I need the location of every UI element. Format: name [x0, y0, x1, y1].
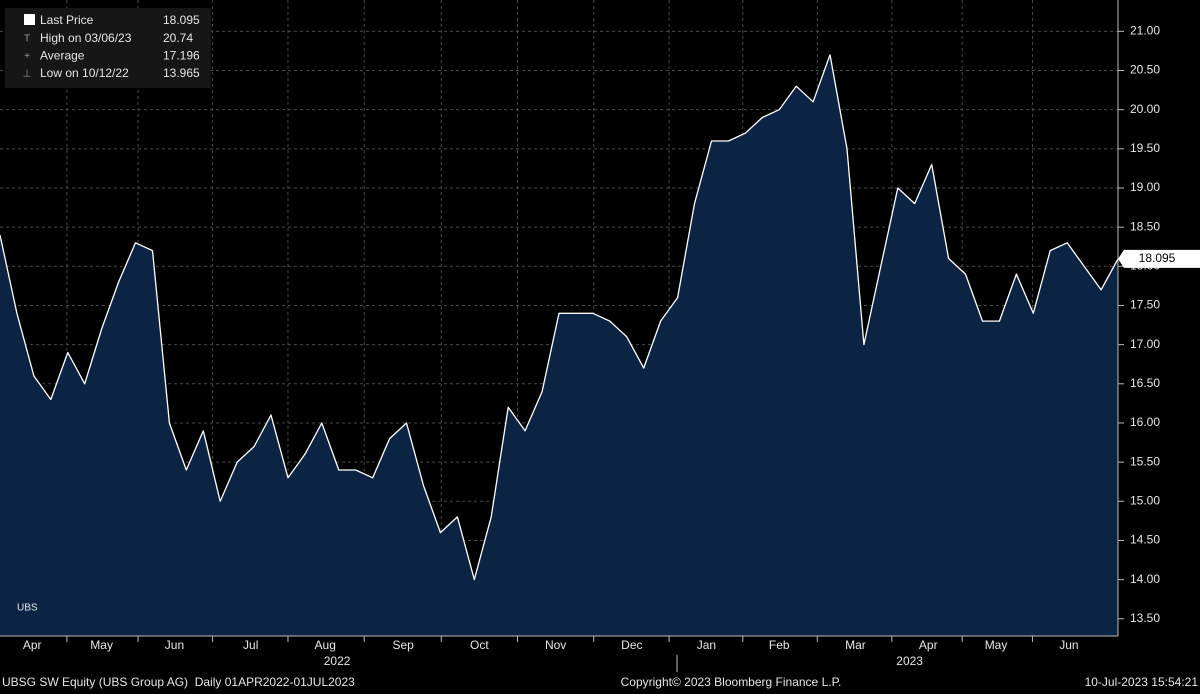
x-tick-label: Mar: [845, 638, 866, 652]
y-tick-label: 20.50: [1130, 63, 1160, 77]
legend-icon: ⊥: [23, 69, 32, 80]
last-price-label: 18.095: [1139, 251, 1176, 265]
legend-label: Last Price: [40, 13, 94, 27]
x-tick-label: Nov: [545, 638, 566, 652]
legend-label: High on 03/06/23: [40, 31, 132, 45]
legend-value: 13.965: [163, 66, 200, 80]
last-price-tag: [1118, 249, 1200, 268]
legend-icon: +: [24, 51, 30, 62]
footer-center: Copyright© 2023 Bloomberg Finance L.P.: [621, 675, 842, 689]
y-tick-label: 19.50: [1130, 141, 1160, 155]
y-tick-label: 18.50: [1130, 219, 1160, 233]
y-tick-label: 14.00: [1130, 572, 1160, 586]
area: [0, 54, 1118, 637]
footer-left: UBSG SW Equity (UBS Group AG) Daily 01AP…: [2, 675, 355, 689]
x-tick-label: Sep: [392, 638, 414, 652]
y-tick-label: 17.00: [1130, 337, 1160, 351]
x-tick-label: Apr: [919, 638, 938, 652]
x-tick-label: Oct: [470, 638, 489, 652]
x-tick-label: Aug: [315, 638, 336, 652]
legend-label: Low on 10/12/22: [40, 66, 129, 80]
y-tick-label: 20.00: [1130, 102, 1160, 116]
y-tick-label: 14.50: [1130, 533, 1160, 547]
legend-swatch: [24, 14, 35, 25]
y-tick-label: 15.00: [1130, 493, 1160, 507]
y-tick-label: 16.00: [1130, 415, 1160, 429]
x-tick-label: Jul: [243, 638, 258, 652]
x-tick-label: Jan: [697, 638, 716, 652]
x-group-label: 2023: [896, 654, 923, 668]
x-tick-label: Dec: [621, 638, 642, 652]
plot-area: [0, 0, 1119, 637]
x-tick-label: Feb: [769, 638, 790, 652]
x-group-label: 2022: [324, 654, 351, 668]
x-tick-label: May: [985, 638, 1008, 652]
y-tick-label: 21.00: [1130, 24, 1160, 38]
legend-icon: T: [24, 34, 30, 45]
y-tick-label: 17.50: [1130, 298, 1160, 312]
y-tick-label: 13.50: [1130, 611, 1160, 625]
x-tick-label: Jun: [1059, 638, 1078, 652]
line: [0, 54, 1119, 581]
legend-value: 20.74: [163, 31, 193, 45]
y-tick-label: 16.50: [1130, 376, 1160, 390]
legend-value: 18.095: [163, 13, 200, 27]
x-tick-label: Jun: [165, 638, 184, 652]
x-tick-label: May: [90, 638, 113, 652]
legend-value: 17.196: [163, 49, 200, 63]
legend-label: Average: [40, 49, 85, 63]
y-tick-label: 15.50: [1130, 454, 1160, 468]
x-tick-label: Apr: [23, 638, 42, 652]
legend-box: [5, 8, 211, 88]
y-tick-label: 19.00: [1130, 180, 1160, 194]
annotation: UBS: [17, 603, 38, 614]
footer-right: 10-Jul-2023 15:54:21: [1085, 675, 1199, 689]
